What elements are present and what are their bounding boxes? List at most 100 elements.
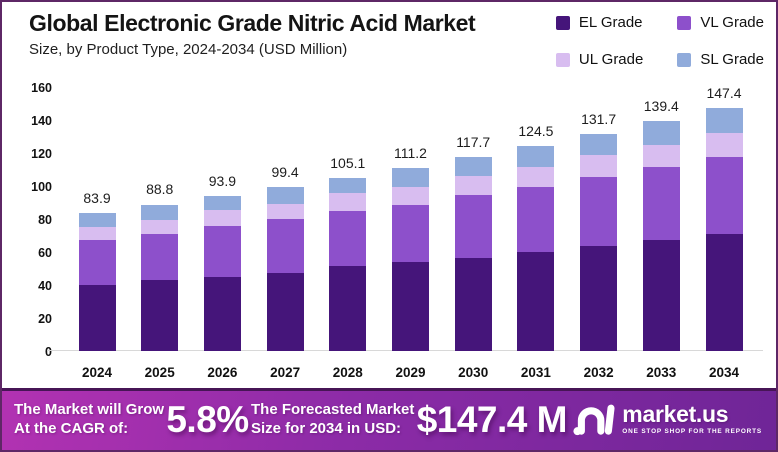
page-subtitle: Size, by Product Type, 2024-2034 (USD Mi… [29,41,348,58]
x-axis-label-2028: 2028 [332,365,363,380]
market-us-logo-icon [569,397,615,442]
y-tick-label: 140 [31,114,52,128]
bar-segment-ul-grade [203,210,241,226]
bar-segment-ul-grade [392,187,429,206]
stacked-bar-2034 [705,107,743,351]
legend-item-sl-grade: SL Grade [677,51,764,68]
bar-segment-vl-grade [266,219,304,273]
legend-swatch-icon [555,52,570,67]
bar-total-label: 93.9 [208,173,237,190]
legend-swatch-icon [677,52,692,67]
bar-segment-vl-grade [78,240,116,285]
bar-segment-vl-grade [329,210,367,267]
legend-item-vl-grade: VL Grade [677,14,764,31]
cagr-value: 5.8% [166,398,249,440]
bar-segment-vl-grade [705,156,743,235]
bar-segment-vl-grade [392,205,429,262]
bar-total-label: 83.9 [83,189,111,206]
bar-segment-el-grade [329,266,367,351]
legend-item-el-grade: EL Grade [555,14,643,31]
y-tick-label: 160 [31,81,52,95]
bar-segment-vl-grade [203,225,241,277]
bar-segment-vl-grade [580,177,618,247]
bar-segment-el-grade [78,284,116,351]
stacked-bar-2029 [392,167,429,351]
bar-total-label: 111.2 [394,144,427,161]
y-tick-label: 0 [45,345,52,359]
stacked-bar-2028 [329,177,367,351]
brand-logo: market.us ONE STOP SHOP FOR THE REPORTS [569,397,762,442]
x-axis-label-2033: 2033 [646,365,677,380]
bar-segment-el-grade [454,258,492,351]
x-axis-label-2027: 2027 [270,365,301,380]
page-title: Global Electronic Grade Nitric Acid Mark… [29,10,476,36]
x-axis-label-2025: 2025 [144,365,175,380]
bar-total-label: 99.4 [271,164,299,180]
bar-segment-el-grade [203,276,241,351]
bar-segment-el-grade [392,261,429,351]
legend-label: UL Grade [578,51,644,68]
brand-tagline: ONE STOP SHOP FOR THE REPORTS [622,428,762,436]
x-axis-label-2030: 2030 [458,365,489,380]
bar-segment-sl-grade [392,167,429,188]
bar-segment-el-grade [517,252,555,351]
stacked-bar-2032 [580,133,618,351]
bar-segment-ul-grade [517,166,555,188]
bar-segment-el-grade [642,240,680,351]
bar-segment-ul-grade [642,144,680,168]
bar-segment-sl-grade [203,196,241,211]
bar-segment-sl-grade [266,187,304,204]
x-axis-label-2029: 2029 [395,365,426,380]
bar-segment-ul-grade [580,155,618,178]
legend-swatch-icon [555,15,570,30]
footer-banner: The Market will Grow At the CAGR of: 5.8… [2,388,776,450]
y-tick-label: 80 [38,213,52,227]
bar-segment-sl-grade [705,107,743,133]
bar-total-label: 105.1 [330,154,366,171]
bar-segment-sl-grade [329,177,367,193]
bar-total-label: 88.8 [146,181,174,198]
y-tick-label: 100 [31,180,52,194]
bar-segment-vl-grade [517,187,555,253]
stacked-bar-2024 [78,212,116,351]
bar-segment-el-grade [705,234,743,351]
legend: EL Grade VL Grade UL Grade SL Grade [555,14,764,68]
bar-segment-sl-grade [580,133,618,156]
brand-name: market.us [622,401,729,428]
x-axis-label-2032: 2032 [583,365,614,380]
legend-label: VL Grade [700,14,764,31]
bar-segment-el-grade [580,246,618,351]
bar-segment-el-grade [266,272,304,351]
bar-segment-sl-grade [454,156,492,177]
y-tick-label: 20 [38,312,52,326]
stacked-bar-2031 [517,145,555,351]
stacked-bar-2033 [642,121,680,351]
bar-total-label: 124.5 [518,122,554,139]
bar-segment-sl-grade [141,204,179,221]
x-axis-label-2034: 2034 [708,365,740,380]
bar-segment-ul-grade [329,192,367,211]
bar-segment-vl-grade [141,233,179,281]
stacked-bar-2027 [266,187,304,351]
bar-segment-ul-grade [141,220,179,234]
x-axis-label-2031: 2031 [520,365,551,380]
bar-segment-ul-grade [454,176,492,196]
bar-segment-sl-grade [517,145,555,167]
bar-segment-el-grade [141,280,179,351]
bar-segment-vl-grade [642,167,680,241]
y-tick-label: 120 [31,147,52,161]
cagr-label: The Market will Grow At the CAGR of: [14,400,165,437]
bar-total-label: 147.4 [706,84,742,101]
bar-segment-ul-grade [266,203,304,220]
x-axis-label-2026: 2026 [207,365,238,380]
bar-segment-sl-grade [78,212,116,227]
bar-total-label: 131.7 [581,110,617,127]
x-axis-label-2024: 2024 [81,365,113,380]
bar-total-label: 139.4 [643,98,679,114]
y-tick-label: 40 [38,279,52,293]
bar-segment-ul-grade [78,226,116,241]
legend-item-ul-grade: UL Grade [555,51,644,68]
bar-segment-vl-grade [454,195,492,259]
legend-label: EL Grade [578,14,643,31]
